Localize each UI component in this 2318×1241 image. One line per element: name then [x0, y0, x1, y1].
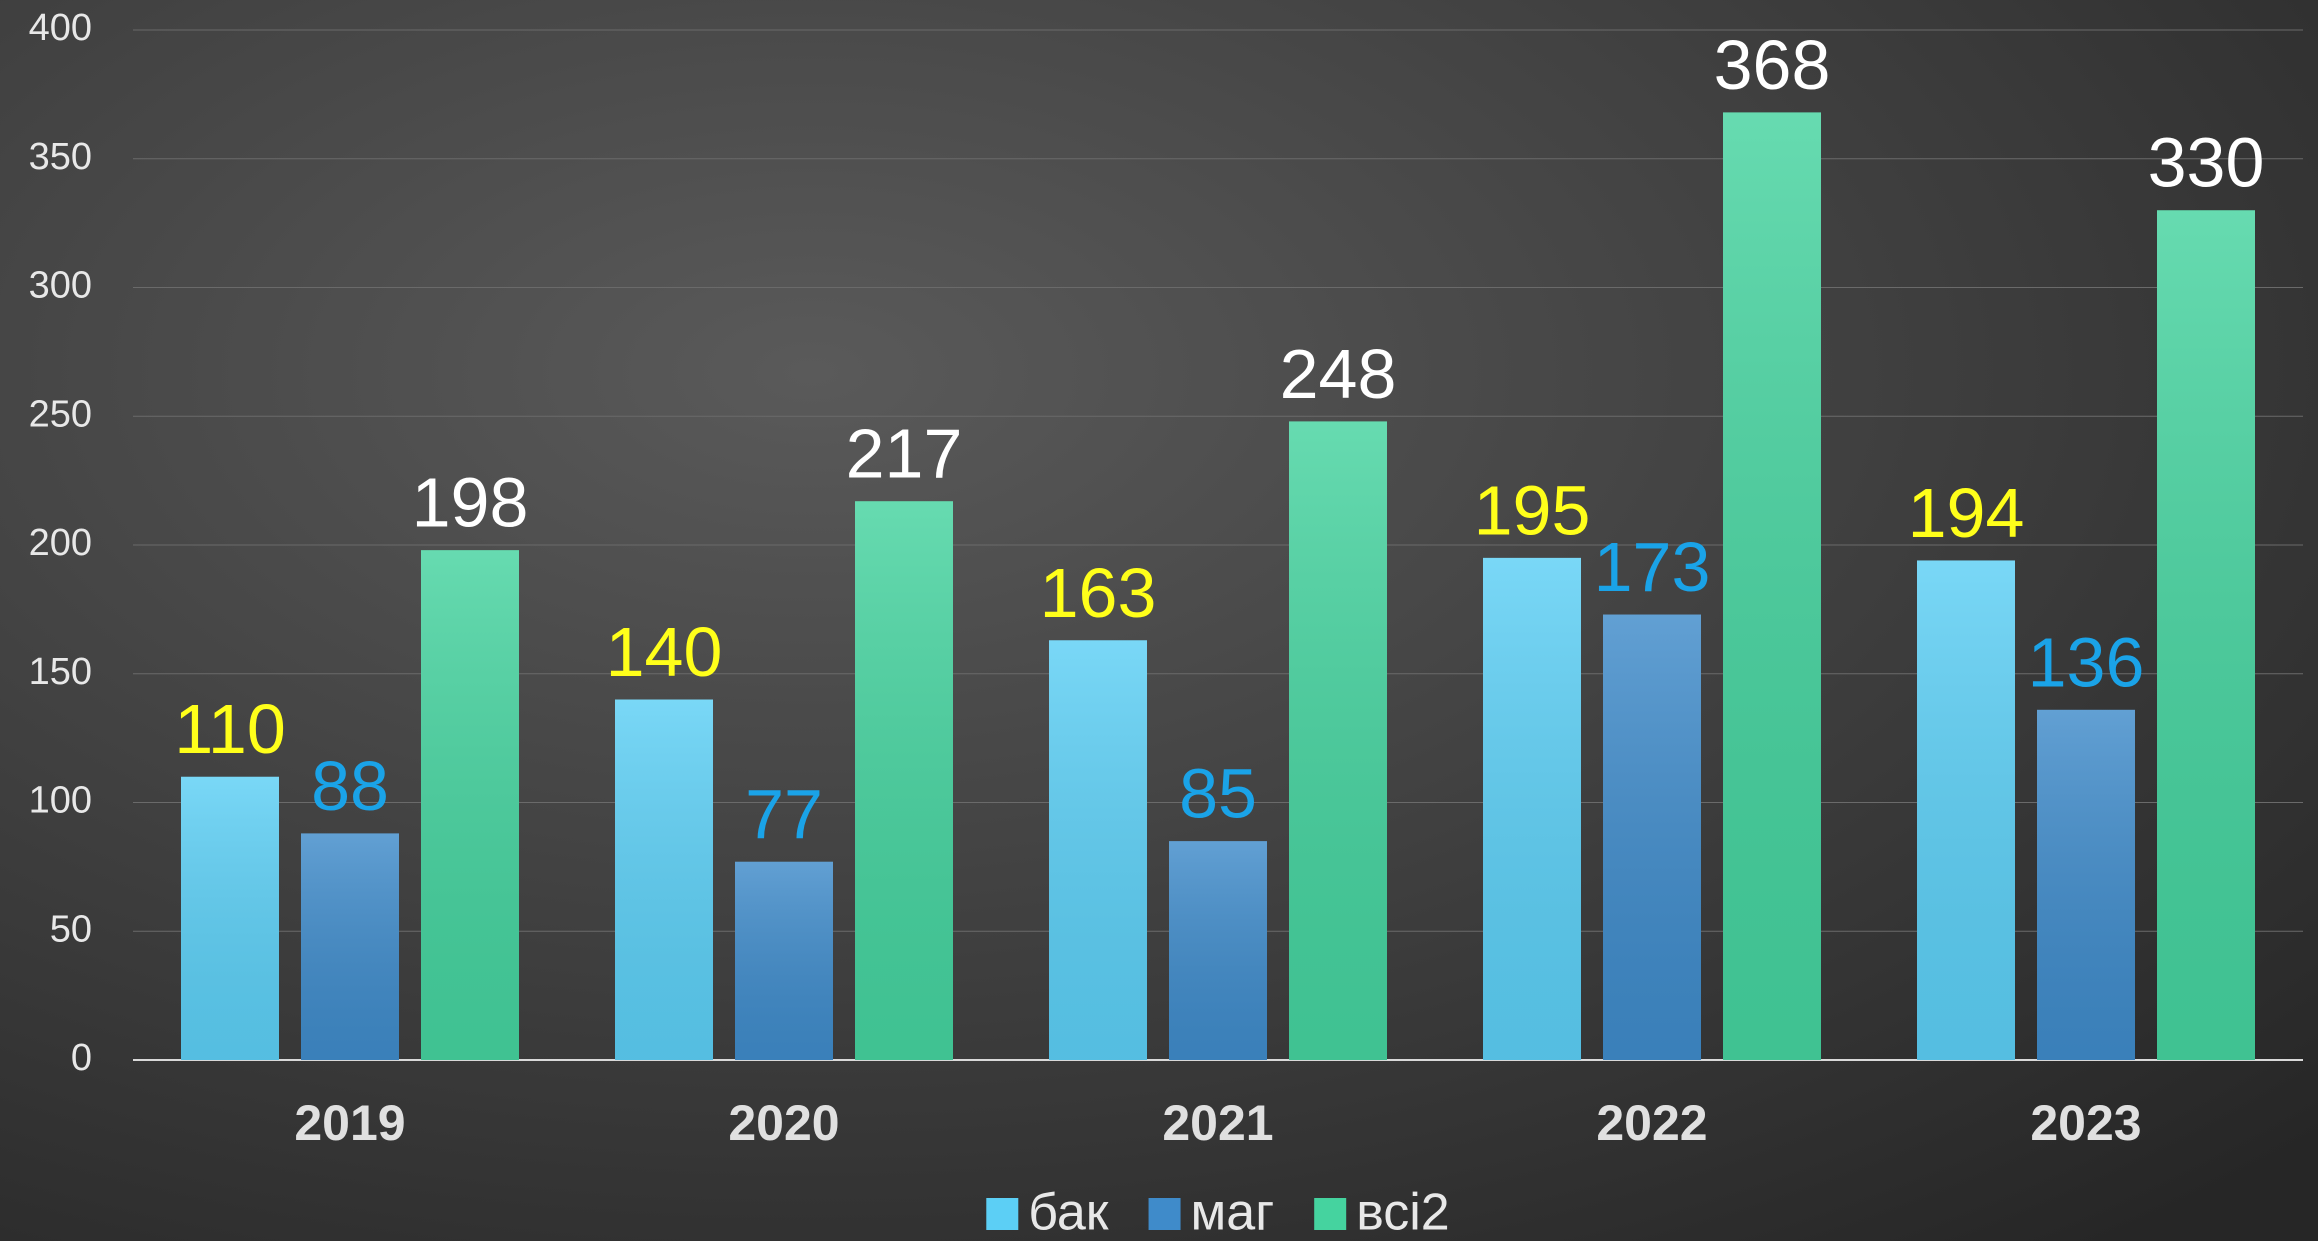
x-tick-label: 2020	[728, 1095, 839, 1151]
data-label: 330	[2148, 124, 2265, 202]
bar-sheen	[855, 501, 953, 1061]
legend-label: бак	[1028, 1184, 1109, 1241]
y-tick-label: 400	[29, 7, 92, 49]
x-tick-label: 2022	[1596, 1095, 1707, 1151]
legend-swatch	[986, 1198, 1019, 1230]
data-label: 77	[745, 775, 823, 853]
data-label: 173	[1594, 528, 1711, 606]
data-label: 248	[1280, 335, 1397, 413]
bar-sheen	[2157, 210, 2255, 1060]
x-tick-label: 2019	[294, 1095, 405, 1151]
x-tick-label: 2023	[2030, 1095, 2141, 1151]
data-label: 88	[311, 747, 389, 825]
legend-swatch	[1314, 1198, 1347, 1230]
data-label: 110	[174, 690, 286, 768]
data-label: 217	[846, 415, 963, 493]
y-tick-label: 250	[29, 393, 92, 435]
data-label: 194	[1908, 474, 2025, 552]
legend-label: всі2	[1356, 1184, 1450, 1241]
bar-sheen	[301, 833, 399, 1060]
data-label: 163	[1040, 554, 1157, 632]
bar-sheen	[1603, 614, 1701, 1060]
bar-sheen	[735, 861, 833, 1060]
legend-swatch	[1148, 1198, 1181, 1230]
bar-sheen	[1289, 421, 1387, 1060]
y-tick-label: 50	[50, 908, 92, 950]
bar-sheen	[2037, 709, 2135, 1060]
bar-sheen	[1917, 560, 2015, 1060]
bar-sheen	[1049, 640, 1147, 1060]
y-tick-label: 350	[29, 136, 92, 178]
y-tick-label: 0	[71, 1037, 92, 1079]
bar-sheen	[615, 699, 713, 1060]
data-label: 198	[412, 464, 529, 542]
bar-sheen	[421, 550, 519, 1060]
x-tick-label: 2021	[1162, 1095, 1273, 1151]
bar-sheen	[1483, 557, 1581, 1060]
data-label: 85	[1179, 755, 1257, 833]
y-tick-label: 150	[29, 651, 92, 693]
data-label: 140	[606, 613, 723, 691]
bar-sheen	[1169, 841, 1267, 1060]
data-label: 368	[1714, 26, 1831, 104]
data-label: 195	[1474, 471, 1591, 549]
y-tick-label: 100	[29, 780, 92, 822]
bar-sheen	[1723, 112, 1821, 1060]
bar-sheen	[181, 776, 279, 1060]
y-tick-label: 200	[29, 522, 92, 564]
data-label: 136	[2028, 623, 2145, 701]
y-tick-label: 300	[29, 265, 92, 307]
legend-label: маг	[1191, 1184, 1275, 1241]
